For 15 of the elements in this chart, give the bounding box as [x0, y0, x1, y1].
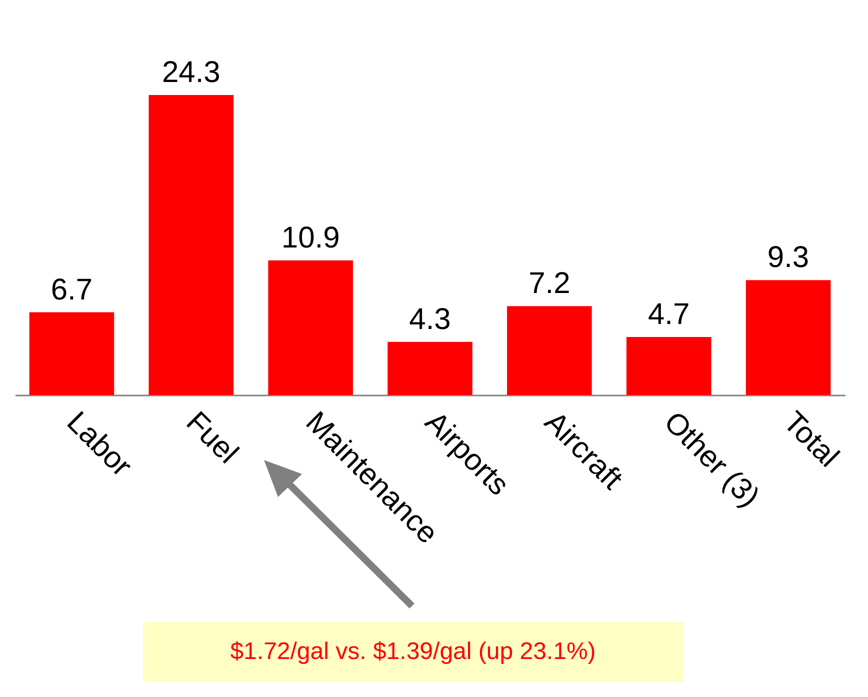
bar — [746, 280, 831, 395]
data-label: 4.3 — [409, 302, 451, 336]
bar — [29, 312, 114, 395]
bar — [626, 336, 712, 395]
bar — [388, 342, 472, 395]
bar — [268, 260, 353, 395]
data-label: 24.3 — [162, 56, 220, 89]
bar — [148, 95, 234, 395]
text: $1.72/gal vs. $1.39/gal (up 23.1%) — [143, 622, 683, 682]
data-label: 6.7 — [50, 273, 93, 306]
bar — [507, 306, 592, 395]
data-label: 9.3 — [767, 241, 810, 274]
data-label: 7.2 — [528, 267, 570, 300]
data-label: 4.7 — [648, 298, 690, 331]
data-label: 10.9 — [281, 221, 340, 254]
